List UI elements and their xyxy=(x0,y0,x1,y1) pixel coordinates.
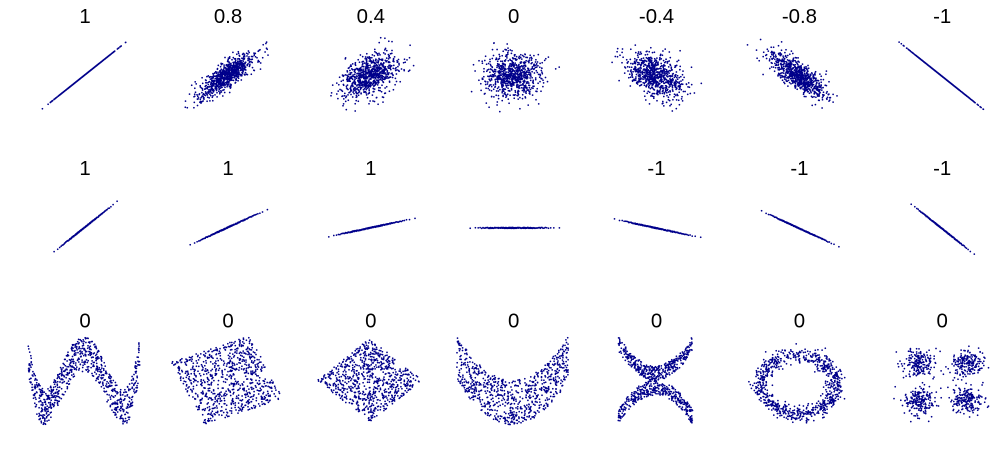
svg-text:0.8: 0.8 xyxy=(214,6,242,28)
svg-text:0: 0 xyxy=(651,311,662,333)
svg-text:1: 1 xyxy=(79,6,90,28)
svg-text:1: 1 xyxy=(222,158,233,180)
svg-text:1: 1 xyxy=(79,158,90,180)
svg-text:0: 0 xyxy=(79,311,90,333)
svg-text:0: 0 xyxy=(937,311,948,333)
svg-text:0: 0 xyxy=(222,311,233,333)
svg-text:0.4: 0.4 xyxy=(357,6,385,28)
svg-text:0: 0 xyxy=(508,311,519,333)
svg-text:-1: -1 xyxy=(933,158,951,180)
svg-text:-0.8: -0.8 xyxy=(782,6,817,28)
svg-text:-0.4: -0.4 xyxy=(639,6,674,28)
svg-text:-1: -1 xyxy=(647,158,665,180)
svg-text:-1: -1 xyxy=(933,6,951,28)
svg-text:0: 0 xyxy=(794,311,805,333)
svg-text:0: 0 xyxy=(508,6,519,28)
svg-text:0: 0 xyxy=(365,311,376,333)
svg-text:-1: -1 xyxy=(790,158,808,180)
svg-text:1: 1 xyxy=(365,158,376,180)
